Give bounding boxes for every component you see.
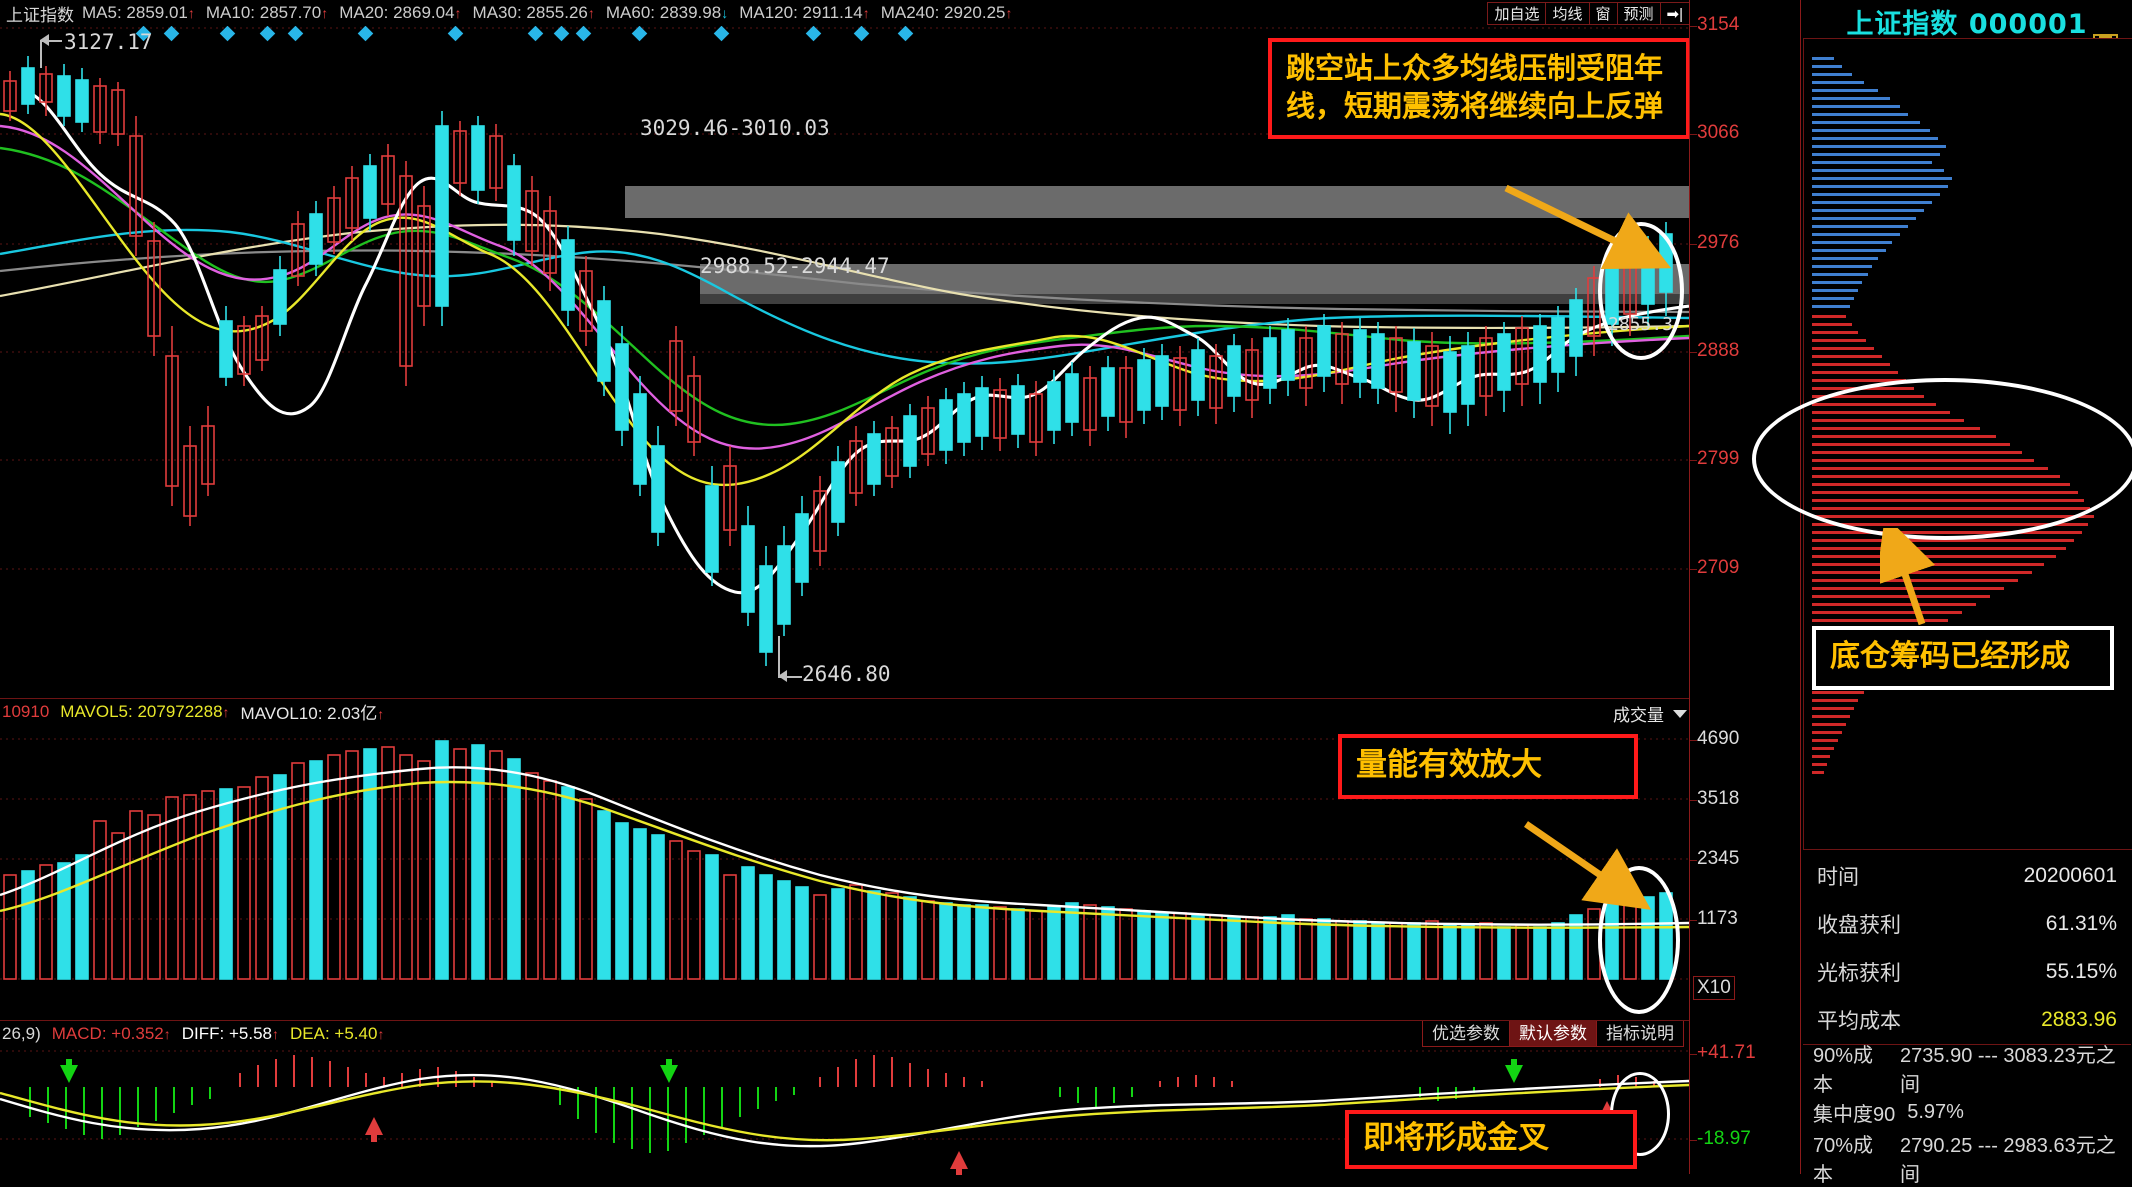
panel-title: 上证指数 000001 — [1846, 9, 2088, 40]
macd-header: 26,9) MACD: +0.352↑ DIFF: +5.58↑ DEA: +5… — [0, 1021, 395, 1046]
chevron-down-icon[interactable] — [1673, 709, 1687, 718]
moving-average-button[interactable]: 均线 — [1545, 2, 1590, 25]
row-cost-70: 70%成本 2790.25 --- 2983.63元之间 — [1813, 1134, 2116, 1186]
macd-buy-arrow-icon — [365, 1117, 383, 1142]
chip-statistics-table: 时间 20200601 收盘获利 61.31% 光标获利 55.15% 平均成本… — [1803, 852, 2131, 1186]
macd-parameter-buttons: 优选参数 默认参数 指标说明 — [1422, 1021, 1684, 1047]
high-leader-line — [40, 40, 62, 42]
mavol5-readout: MAVOL5: 207972288↑ — [60, 701, 230, 721]
macd-axis-top-label: +41.71 — [1697, 1042, 1756, 1063]
macd-readout: MACD: +0.352↑ — [51, 1023, 171, 1043]
low-leader-vertical — [778, 636, 780, 676]
indicator-help-button[interactable]: 指标说明 — [1596, 1021, 1684, 1047]
row-average-cost: 平均成本 2883.96 — [1817, 1008, 2117, 1033]
volume-axis[interactable]: 4690 3518 2345 1173 X10 — [1689, 698, 1800, 1020]
indicator-header-bar: 上证指数 MA5: 2859.01↑ MA10: 2857.70↑ MA20: … — [0, 0, 1689, 27]
macd-sell-arrow-icon — [660, 1059, 678, 1083]
dea-readout: DEA: +5.40↑ — [290, 1023, 385, 1043]
diff-readout: DIFF: +5.58↑ — [181, 1023, 279, 1043]
annotation-price-arrow-icon — [1504, 184, 1672, 270]
chart-toolbar: 加自选 均线 窗 预测 ➡| — [1487, 2, 1690, 25]
default-params-button[interactable]: 默认参数 — [1509, 1021, 1597, 1047]
gap-lower-label: 2988.52-2944.47 — [700, 254, 890, 278]
volume-axis-label: 3518 — [1697, 788, 1740, 809]
volume-axis-label: 4690 — [1697, 728, 1740, 749]
high-price-label: 3127.17 — [64, 30, 153, 54]
add-favorite-button[interactable]: 加自选 — [1487, 2, 1547, 25]
ma120-readout: MA120: 2911.14↑ — [739, 3, 870, 22]
mavol10-readout: MAVOL10: 2.03亿↑ — [240, 704, 385, 723]
macd-axis-bottom-label: -18.97 — [1697, 1128, 1751, 1149]
annotation-golden-cross: 即将形成金叉 — [1345, 1110, 1637, 1169]
macd-axis[interactable]: +41.71 -18.97 — [1689, 1020, 1800, 1174]
high-leader-vertical — [40, 40, 42, 68]
row-cursor-profit: 光标获利 55.15% — [1817, 960, 2117, 985]
annotation-volume-expansion: 量能有效放大 — [1338, 734, 1638, 799]
chip-distribution-panel[interactable]: 上证指数 000001 — [1800, 0, 2132, 1186]
table-divider — [1803, 1044, 2131, 1045]
price-axis-label: 3066 — [1697, 122, 1740, 143]
price-axis-label: 2888 — [1697, 340, 1740, 361]
macd-params: 26,9) — [2, 1023, 41, 1043]
gap-upper-label: 3029.46-3010.03 — [640, 116, 830, 140]
low-leader-line — [778, 676, 802, 678]
row-close-profit: 收盘获利 61.31% — [1817, 912, 2117, 937]
ma60-readout: MA60: 2839.98↓ — [605, 3, 729, 22]
forecast-button[interactable]: 预测 — [1616, 2, 1661, 25]
arrow-right-bar-icon[interactable]: ➡| — [1659, 2, 1690, 25]
row-concentration-90: 集中度90 5.97% — [1813, 1101, 1964, 1126]
price-axis-label: 2976 — [1697, 232, 1740, 253]
chip-highlight-ellipse — [1752, 378, 2132, 540]
annotation-base-chips: 底仓筹码已经形成 — [1812, 626, 2114, 690]
ma30-readout: MA30: 2855.26↑ — [472, 3, 595, 22]
volume-value: 10910 — [2, 701, 50, 721]
price-axis-label: 2709 — [1697, 557, 1740, 578]
window-button[interactable]: 窗 — [1588, 2, 1618, 25]
annotation-chip-arrow-icon — [1880, 528, 1936, 626]
high-leader-arrow — [40, 34, 49, 46]
ma5-readout: MA5: 2859.01↑ — [82, 3, 195, 22]
volume-header: 10910 MAVOL5: 207972288↑ MAVOL10: 2.03亿↑ — [0, 699, 395, 724]
symbol-name: 上证指数 — [6, 5, 74, 25]
ma20-readout: MA20: 2869.04↑ — [339, 3, 462, 22]
price-axis[interactable]: 3154 3066 2976 2888 2799 2709 — [1689, 0, 1800, 698]
ma10-readout: MA10: 2857.70↑ — [205, 3, 329, 22]
volume-chart-canvas — [0, 738, 1689, 980]
volume-axis-multiplier: X10 — [1693, 976, 1735, 1000]
volume-axis-label: 2345 — [1697, 848, 1740, 869]
macd-buy-arrow-icon — [950, 1151, 968, 1175]
macd-chart-canvas — [0, 1050, 1689, 1153]
annotation-price-resistance: 跳空站上众多均线压制受阻年线，短期震荡将继续向上反弹 — [1268, 38, 1690, 139]
row-time: 时间 20200601 — [1817, 864, 2117, 889]
volume-indicator-label: 成交量 — [1613, 706, 1664, 725]
macd-sell-arrow-icon — [1505, 1059, 1523, 1083]
low-price-label: 2646.80 — [802, 662, 891, 686]
annotation-volume-arrow-icon — [1524, 821, 1652, 910]
macd-sell-arrow-icon — [60, 1059, 78, 1083]
volume-indicator-selector[interactable]: 成交量 — [1613, 701, 1687, 726]
low-leader-arrow — [778, 670, 787, 682]
optimized-params-button[interactable]: 优选参数 — [1422, 1021, 1510, 1047]
ma240-readout: MA240: 2920.25↑ — [880, 3, 1013, 22]
volume-axis-label: 1173 — [1697, 908, 1738, 929]
row-cost-90: 90%成本 2735.90 --- 3083.23元之间 — [1813, 1044, 2116, 1096]
price-axis-label: 2799 — [1697, 448, 1740, 469]
price-axis-label: 3154 — [1697, 14, 1740, 35]
